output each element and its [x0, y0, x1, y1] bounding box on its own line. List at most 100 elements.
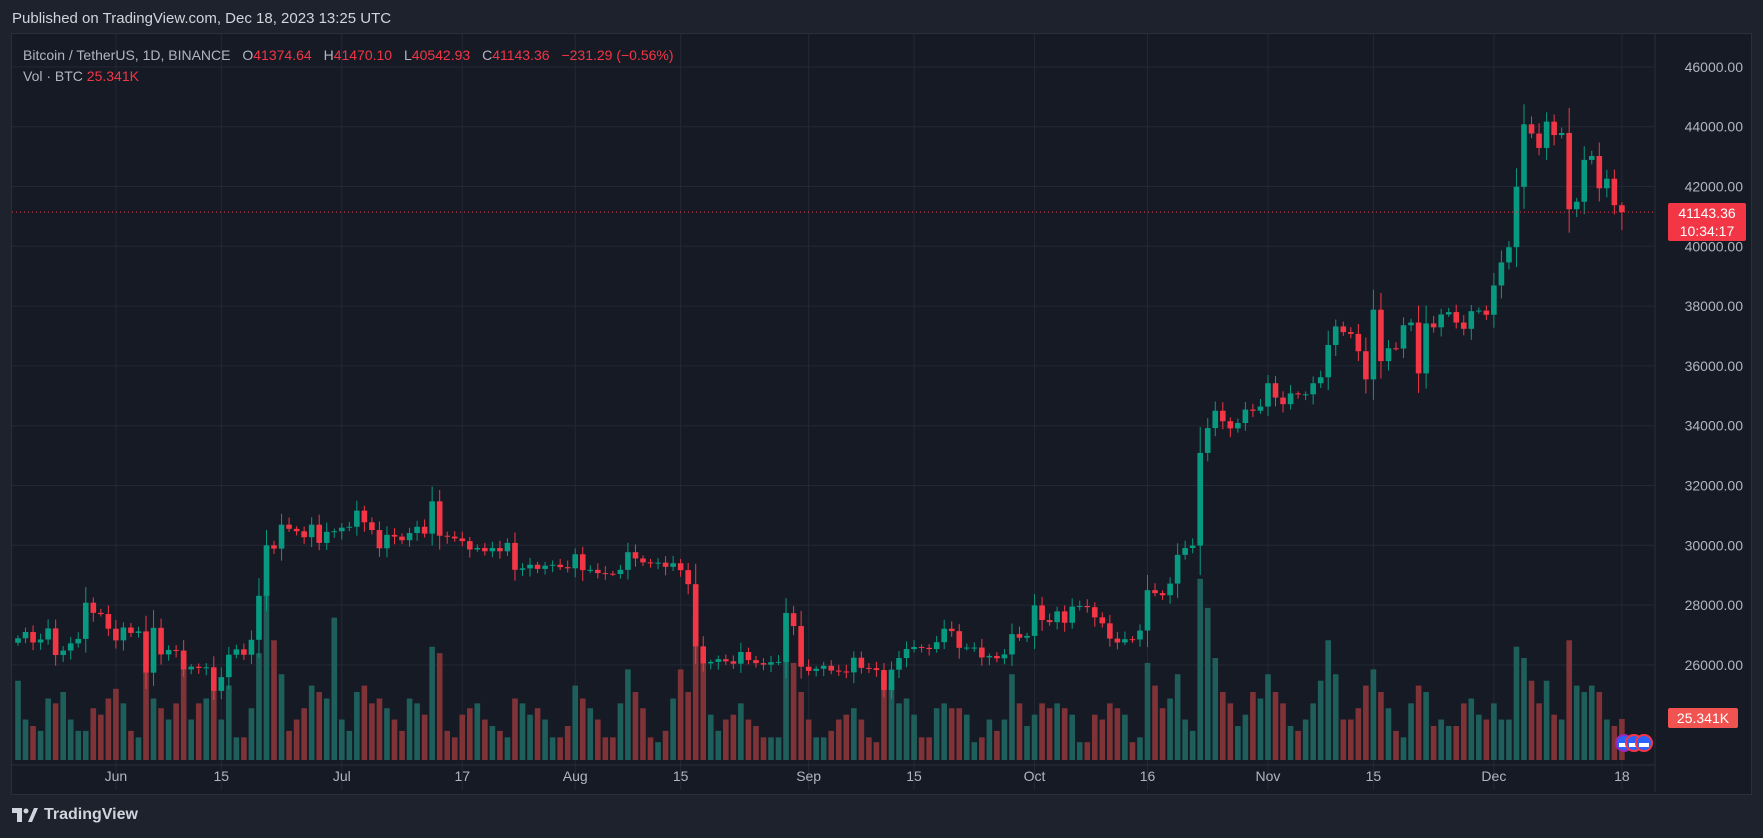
candle-body [203, 667, 210, 669]
volume-bar [195, 703, 202, 760]
volume-bar [971, 742, 978, 760]
candle-body [60, 650, 66, 656]
candle-body [1220, 410, 1226, 422]
volume-bar [346, 730, 353, 760]
candle-body [293, 528, 300, 532]
candle-body [467, 541, 473, 550]
volume-bar [384, 708, 390, 760]
volume-bar [798, 692, 804, 760]
candle-body [45, 628, 51, 640]
volume-bar [143, 672, 149, 760]
volume-bar [1302, 719, 1309, 760]
last-price-label: 41143.36 10:34:17 [1668, 203, 1746, 241]
volume-bar [414, 703, 420, 760]
candle-body [1152, 590, 1158, 594]
candle-body [873, 668, 880, 670]
volume-bar [354, 692, 360, 760]
volume-bar [278, 674, 285, 760]
volume-bar [1355, 708, 1362, 760]
volume-bar [1114, 708, 1121, 760]
chart-legend: Bitcoin / TetherUS, 1D, BINANCE O41374.6… [23, 45, 674, 87]
candle-body [587, 569, 594, 571]
volume-bar [1001, 719, 1008, 760]
tradingview-logo-icon [12, 808, 38, 822]
candle-body [768, 662, 774, 665]
volume-bar [1573, 685, 1580, 760]
candle-body [730, 661, 737, 664]
volume-bar [1460, 703, 1467, 760]
candle-body [1272, 383, 1279, 398]
tradingview-logo[interactable]: TradingView [12, 806, 138, 824]
volume-value: 25.341K [86, 68, 139, 84]
candle-body [75, 638, 82, 644]
volume-bar [534, 708, 541, 760]
candle-body [37, 639, 44, 643]
volume-bar [866, 737, 872, 760]
volume-bar [37, 730, 44, 760]
chart-frame[interactable] [11, 33, 1752, 795]
published-caption: Published on TradingView.com, Dec 18, 20… [12, 10, 392, 27]
candle-body [338, 527, 345, 532]
volume-bar [579, 698, 586, 760]
volume-bar [1340, 719, 1347, 760]
candle-body [399, 536, 405, 541]
candle-body [1084, 605, 1091, 608]
open-value: 41374.64 [253, 47, 312, 63]
candle-body [180, 650, 187, 670]
volume-bar [1363, 685, 1369, 760]
volume-bar [707, 714, 714, 760]
candle-body [677, 563, 684, 571]
volume-bar [881, 674, 887, 760]
volume-bar [15, 680, 21, 760]
volume-bar [1521, 658, 1527, 760]
volume-bar [1265, 674, 1271, 760]
volume-bar [293, 719, 300, 760]
candle-body [113, 628, 119, 641]
volume-bar [218, 719, 225, 760]
candle-body [414, 526, 420, 534]
volume-bar [1227, 703, 1234, 760]
time-axis-tick: Nov [1256, 768, 1281, 784]
candle-body [1076, 605, 1083, 607]
volume-bar [1468, 698, 1475, 760]
candle-body [1144, 590, 1151, 631]
candle-body [941, 628, 947, 643]
candle-body [52, 628, 59, 656]
volume-title[interactable]: Vol · BTC [23, 68, 83, 84]
volume-bar [670, 698, 676, 760]
candle-body [1370, 309, 1377, 380]
volume-bar [963, 714, 970, 760]
flag-stripe [1639, 743, 1649, 747]
symbol-title[interactable]: Bitcoin / TetherUS, 1D, BINANCE [23, 47, 231, 63]
candle-body [323, 531, 330, 543]
volume-bar [692, 617, 699, 760]
volume-bar [595, 719, 601, 760]
candle-body [15, 638, 21, 643]
candle-body [1235, 423, 1241, 429]
candle-body [775, 661, 782, 663]
volume-bar [399, 730, 405, 760]
candle-body [783, 613, 789, 662]
volume-bar [1212, 658, 1219, 760]
volume-bar [851, 708, 857, 760]
candle-body [1114, 638, 1121, 643]
candle-body [1355, 333, 1362, 352]
volume-bar [1581, 692, 1588, 760]
volume-bar [226, 685, 232, 760]
volume-bar [1242, 714, 1249, 760]
price-axis-tick: 30000.00 [1685, 537, 1744, 553]
candle-body [1182, 547, 1188, 555]
candle-body [482, 547, 488, 552]
volume-bar [1152, 685, 1158, 760]
candle-body [662, 562, 669, 567]
volume-bar [1016, 703, 1023, 760]
volume-bar [625, 669, 631, 760]
volume-bar [421, 714, 428, 760]
volume-bar [820, 737, 827, 760]
time-axis-tick: 15 [673, 768, 689, 784]
volume-bar [82, 730, 89, 760]
candle-body [760, 663, 767, 665]
volume-bar [587, 708, 594, 760]
candle-body [1197, 452, 1204, 546]
